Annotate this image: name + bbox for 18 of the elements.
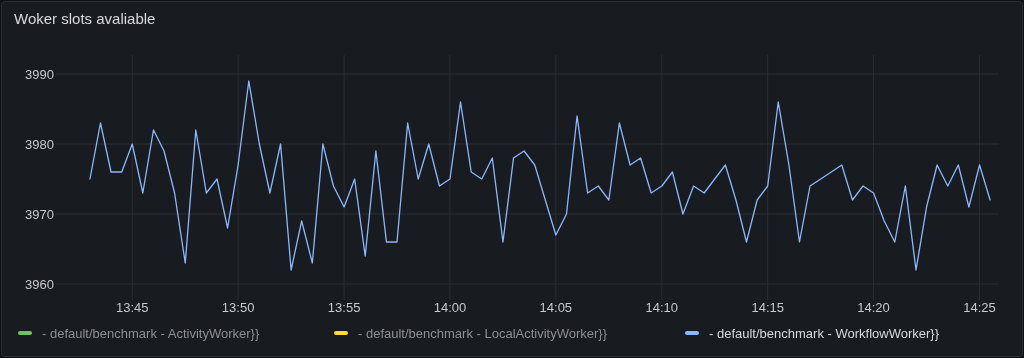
chart-title: Woker slots avaliable (14, 10, 156, 27)
y-tick-label: 3960 (25, 276, 54, 292)
y-tick-label: 3980 (25, 136, 54, 152)
legend-label: - default/benchmark - ActivityWorker}} (42, 325, 260, 341)
y-tick-label: 3990 (25, 66, 54, 82)
legend-label: - default/benchmark - LocalActivityWorker}} (358, 325, 608, 341)
line-series (89, 80, 991, 271)
x-tick-label: 14:15 (751, 300, 784, 315)
x-tick-label: 14:25 (963, 300, 996, 315)
legend-label: - default/benchmark - WorkflowWorker}} (709, 325, 940, 341)
x-tick-label: 14:10 (645, 300, 679, 315)
x-tick-label: 14:00 (433, 300, 467, 315)
x-tick-label: 13:50 (221, 300, 255, 315)
x-tick-label: 13:55 (327, 300, 361, 315)
x-tick-label: 13:45 (115, 300, 149, 315)
x-tick-label: 14:05 (539, 300, 573, 315)
x-tick-label: 14:20 (857, 300, 890, 315)
y-tick-label: 3970 (25, 206, 54, 222)
